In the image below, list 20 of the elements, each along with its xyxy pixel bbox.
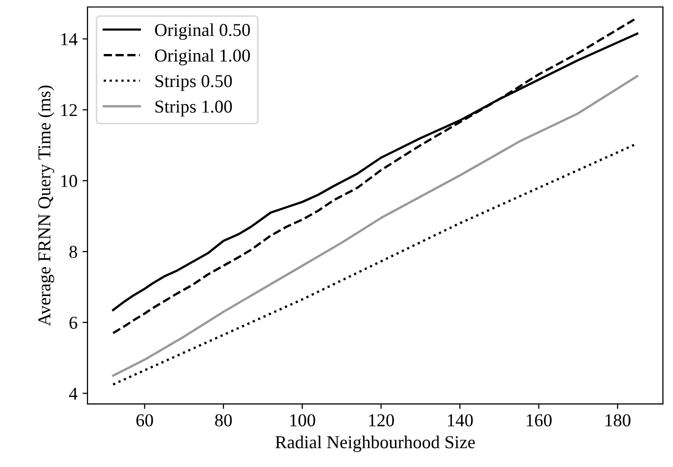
x-tick-label: 80: [215, 414, 232, 426]
y-tick-label: 14: [61, 33, 78, 46]
legend-label: Original 0.50: [155, 23, 250, 40]
x-tick-label: 160: [526, 414, 552, 426]
x-tick-label: 140: [448, 414, 473, 426]
legend-label: Original 1.00: [155, 48, 250, 66]
x-tick-label: 100: [290, 414, 316, 426]
legend-label: Strips 0.50: [156, 75, 232, 91]
x-axis-title: Radial Neighbourhood Size: [275, 436, 475, 452]
line-series: [112, 75, 638, 377]
y-tick-label: 8: [69, 246, 78, 258]
y-axis-title: Average FRNN Query Time (ms): [38, 86, 54, 326]
x-tick-label: 120: [369, 414, 394, 426]
legend-label: Strips 1.00: [156, 100, 232, 116]
y-tick-label: 6: [70, 316, 78, 329]
y-tick-label: 10: [61, 174, 78, 188]
y-tick-label: 12: [61, 104, 77, 116]
y-tick-label: 4: [69, 388, 78, 400]
x-tick-label: 60: [136, 414, 153, 426]
x-tick-label: 180: [606, 414, 630, 426]
